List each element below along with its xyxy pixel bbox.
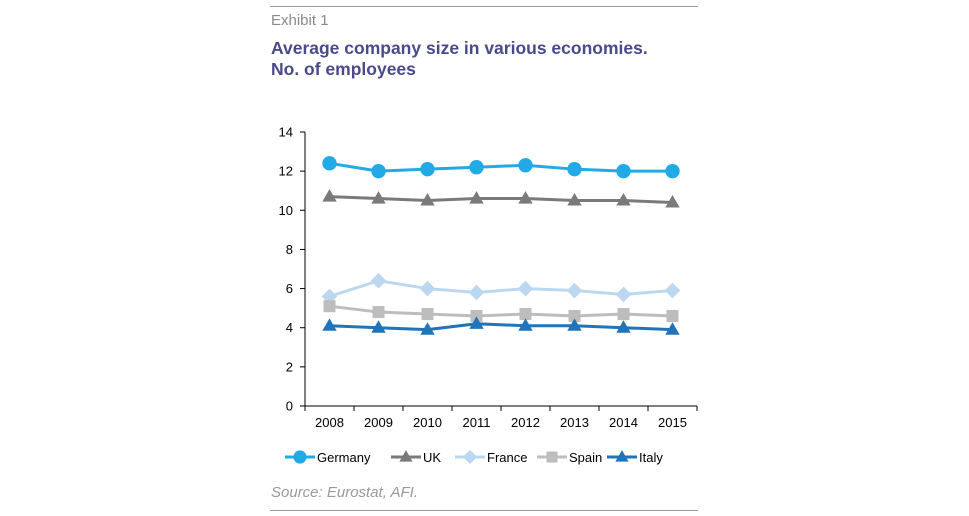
- data-point-france: [615, 286, 632, 303]
- y-tick-label: 12: [279, 164, 293, 179]
- y-tick-label: 8: [286, 242, 293, 257]
- series-line-germany: [329, 161, 673, 173]
- x-tick-label: 2012: [511, 415, 540, 430]
- legend-label-germany: Germany: [317, 450, 371, 465]
- legend-label-spain: Spain: [569, 450, 602, 465]
- data-point-france: [517, 280, 534, 297]
- y-tick-label: 10: [279, 203, 293, 218]
- data-point-italy: [567, 318, 582, 331]
- data-point-italy: [616, 320, 631, 333]
- legend-label-france: France: [487, 450, 527, 465]
- data-point-spain: [519, 308, 532, 321]
- series-line-italy: [329, 322, 673, 332]
- x-tick-label: 2008: [315, 415, 344, 430]
- data-point-france: [321, 288, 338, 305]
- legend-marker-italy: [615, 450, 629, 462]
- data-point-france: [419, 280, 436, 297]
- data-point-spain: [470, 309, 483, 322]
- chart-title-line-2: No. of employees: [271, 59, 416, 79]
- chart-title: Average company size in various economie…: [271, 38, 648, 80]
- legend-marker-germany: [293, 450, 307, 464]
- data-point-germany: [518, 158, 533, 173]
- data-point-germany: [665, 163, 680, 179]
- data-point-spain: [666, 309, 679, 322]
- legend-marker-spain: [546, 451, 558, 463]
- data-point-uk: [616, 193, 631, 206]
- data-point-uk: [469, 191, 484, 204]
- data-point-france: [468, 284, 485, 301]
- data-point-uk: [420, 193, 435, 206]
- x-tick-label: 2011: [463, 415, 491, 430]
- data-point-italy: [371, 320, 386, 333]
- data-point-italy: [420, 322, 435, 335]
- data-point-france: [370, 272, 387, 289]
- data-point-uk: [371, 191, 386, 204]
- data-point-uk: [322, 189, 337, 202]
- data-point-germany: [420, 161, 435, 177]
- data-point-spain: [421, 308, 434, 321]
- legend-label-italy: Italy: [639, 450, 663, 465]
- x-tick-label: 2009: [364, 415, 393, 430]
- y-tick-label: 14: [279, 125, 293, 140]
- data-point-germany: [322, 156, 337, 171]
- legend-label-uk: UK: [423, 450, 441, 465]
- legend-marker-france: [462, 449, 478, 465]
- data-point-germany: [469, 160, 484, 175]
- y-tick-label: 0: [286, 399, 293, 414]
- data-point-france: [566, 282, 583, 299]
- series-line-spain: [329, 304, 673, 318]
- data-point-uk: [518, 191, 533, 204]
- series-line-uk: [329, 195, 673, 204]
- data-point-france: [664, 282, 681, 299]
- data-point-spain: [372, 306, 385, 319]
- series-line-france: [329, 279, 673, 298]
- x-tick-label: 2013: [560, 415, 589, 430]
- chart-title-line-1: Average company size in various economie…: [271, 38, 648, 58]
- bottom-rule: [270, 510, 698, 511]
- y-tick-label: 6: [286, 281, 293, 296]
- x-tick-label: 2014: [609, 415, 638, 430]
- y-tick-label: 4: [286, 320, 293, 335]
- data-point-italy: [518, 318, 533, 331]
- data-point-uk: [567, 193, 582, 206]
- x-tick-label: 2010: [413, 415, 442, 430]
- exhibit-label: Exhibit 1: [271, 12, 329, 29]
- y-tick-label: 2: [286, 359, 293, 374]
- data-point-italy: [469, 316, 484, 329]
- x-tick-label: 2015: [658, 415, 687, 430]
- data-point-germany: [371, 163, 386, 179]
- legend-marker-uk: [399, 450, 413, 462]
- data-point-spain: [323, 300, 336, 313]
- data-point-germany: [616, 163, 631, 179]
- data-point-italy: [322, 318, 337, 331]
- top-rule: [270, 6, 698, 7]
- data-point-spain: [568, 309, 581, 322]
- data-point-germany: [567, 161, 582, 177]
- source-note: Source: Eurostat, AFI.: [271, 484, 419, 501]
- data-point-uk: [665, 195, 680, 208]
- data-point-italy: [665, 322, 680, 335]
- data-point-spain: [617, 308, 630, 321]
